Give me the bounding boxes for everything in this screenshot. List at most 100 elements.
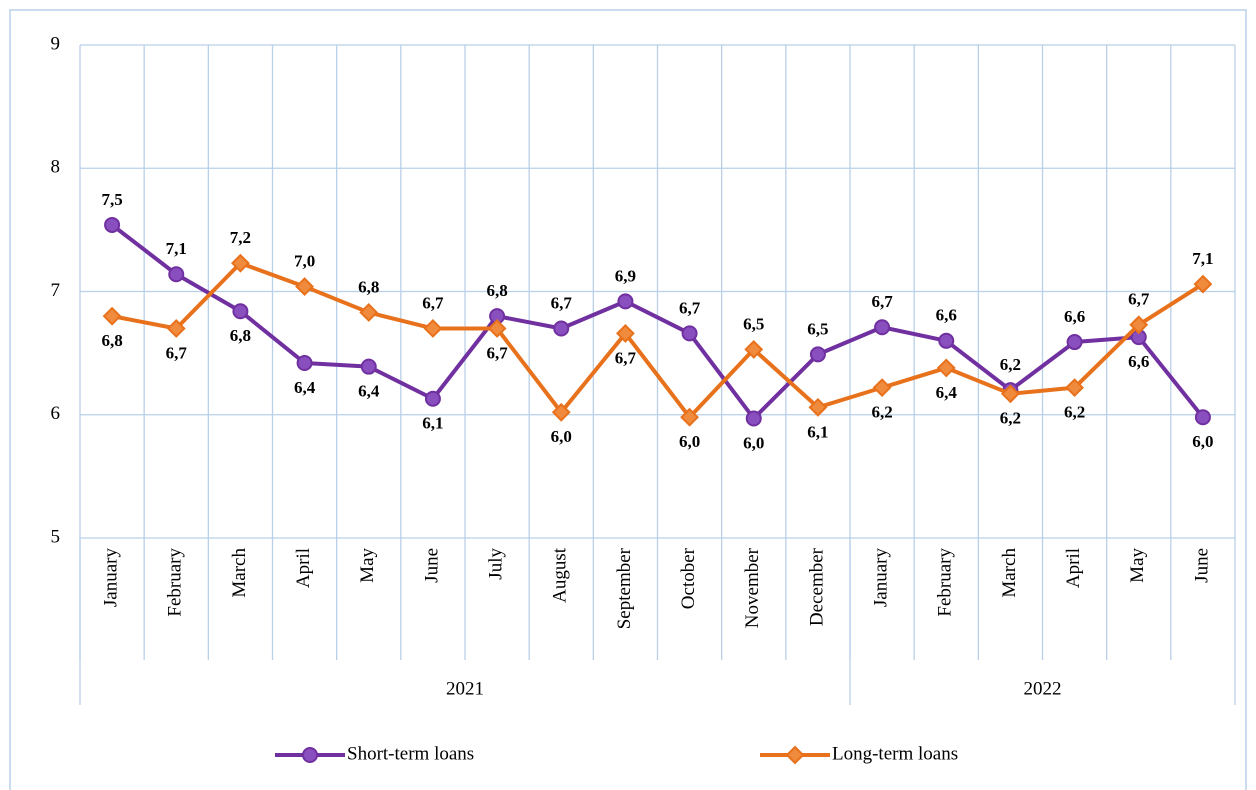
y-tick-label: 6 [51,403,61,424]
y-tick-label: 9 [51,33,61,54]
data-label: 6,8 [486,281,507,300]
data-label: 7,2 [230,228,251,247]
data-label: 6,7 [1128,290,1150,309]
marker [1066,334,1083,351]
x-group-label: 2022 [1024,678,1062,699]
data-label: 6,2 [1000,355,1021,374]
data-label: 6,0 [1192,432,1213,451]
x-tick-label: May [357,548,378,583]
x-tick-label: November [742,547,763,628]
x-tick-label: April [293,548,314,588]
marker [359,303,379,322]
data-label: 6,4 [294,378,316,397]
data-label: 6,7 [551,293,573,312]
marker [808,397,828,417]
marker [872,378,892,398]
marker [1001,384,1020,404]
marker [616,323,635,343]
marker [617,293,634,310]
series-line [111,261,1204,420]
x-tick-label: August [550,547,571,603]
data-label: 6,1 [807,422,828,441]
marker [745,410,762,427]
marker [104,216,121,233]
x-tick-label: June [1191,548,1212,583]
data-label: 7,0 [294,251,315,270]
data-label: 6,6 [1128,352,1149,371]
marker [938,332,955,349]
x-tick-label: October [678,547,699,609]
x-tick-label: February [165,548,186,617]
y-tick-label: 8 [51,157,61,178]
y-tick-label: 7 [51,280,61,301]
marker [423,319,443,338]
marker [231,253,250,273]
data-label: 7,1 [1192,249,1213,268]
x-tick-label: April [1063,548,1084,588]
data-label: 6,5 [743,314,764,333]
data-label: 6,7 [422,293,444,312]
data-label: 6,4 [358,382,380,401]
data-label: 6,6 [1064,307,1085,326]
marker [166,319,186,338]
data-label: 6,2 [1064,403,1085,422]
data-label: 6,2 [1000,409,1021,428]
marker [1194,409,1211,426]
x-tick-label: March [999,548,1020,598]
marker [360,358,377,375]
marker [936,358,956,378]
data-label: 6,7 [166,343,188,362]
x-tick-label: January [870,548,891,608]
data-label: 6,0 [743,433,764,452]
x-tick-label: September [614,547,635,629]
marker [680,407,699,427]
x-tick-label: July [485,548,506,580]
marker [102,306,122,326]
marker [1065,378,1084,398]
data-label: 6,7 [486,343,508,362]
data-label: 6,1 [422,414,443,433]
x-tick-label: February [935,548,956,617]
data-label: 6,2 [871,403,892,422]
data-label: 6,9 [615,266,636,285]
data-label: 6,7 [679,298,701,317]
x-tick-label: January [100,548,121,608]
x-tick-label: March [229,548,250,598]
marker [296,354,313,371]
data-label: 6,4 [936,383,958,402]
marker [553,320,570,337]
marker [168,266,185,283]
y-tick-label: 5 [51,526,61,547]
marker [744,340,764,359]
marker [1193,274,1213,294]
x-tick-label: May [1127,548,1148,583]
series [102,253,1213,427]
x-tick-label: December [806,547,827,626]
data-label: 6,0 [679,432,700,451]
marker [551,402,571,422]
data-label: 6,0 [551,427,572,446]
marker [1129,315,1149,335]
marker [295,277,314,296]
chart-border [9,9,1247,790]
series [104,216,1211,427]
data-label: 6,8 [358,277,379,296]
marker [785,745,805,765]
marker [302,747,318,763]
marker [424,390,441,407]
legend-label: Long-term loans [832,743,958,764]
data-label: 6,7 [615,348,637,367]
data-label: 6,8 [230,326,251,345]
marker [681,325,698,342]
marker [809,346,826,363]
data-label: 7,1 [166,239,187,258]
data-label: 7,5 [101,190,122,209]
marker [487,319,507,338]
data-label: 6,8 [101,331,122,350]
x-group-label: 2021 [446,678,484,699]
marker [232,303,249,320]
marker [874,319,891,336]
x-tick-label: June [421,548,442,583]
series-line [110,223,1205,421]
